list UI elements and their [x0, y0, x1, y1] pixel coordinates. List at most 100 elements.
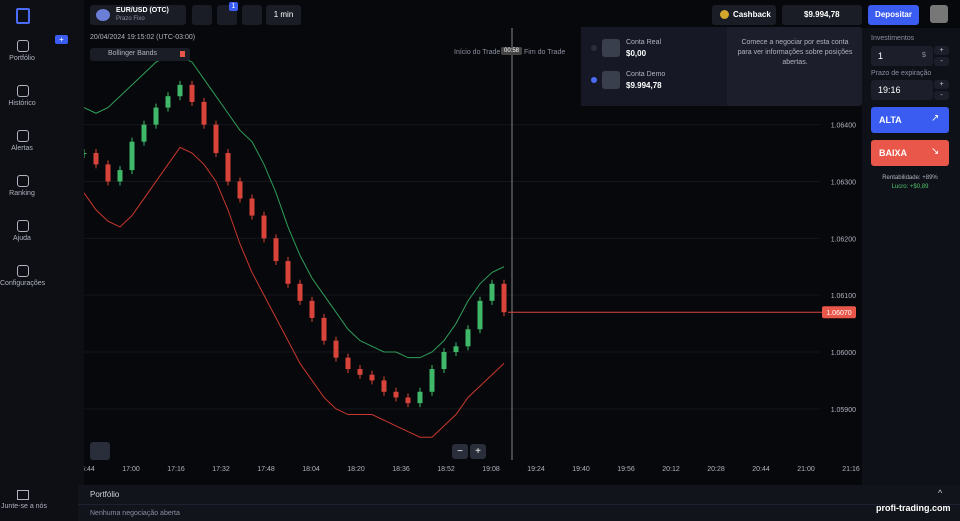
candle — [213, 124, 219, 154]
decrease-time[interactable]: - — [934, 91, 949, 100]
candle — [261, 215, 267, 239]
timeframe[interactable]: 1 min — [266, 5, 301, 25]
increase[interactable]: + — [934, 46, 949, 55]
investment-input[interactable]: 1 $ — [871, 46, 933, 66]
y-tick-label: 1.06300 — [831, 179, 856, 186]
candle — [201, 101, 207, 125]
coin — [720, 10, 729, 19]
flag — [96, 9, 110, 21]
candle — [93, 153, 99, 165]
increase-time[interactable]: + — [934, 80, 949, 89]
down-button[interactable]: BAIXA ↘ — [871, 140, 949, 166]
cashback-label: Cashback — [733, 10, 771, 19]
x-tick-label: 21:00 — [797, 466, 815, 473]
x-tick-label: 20:44 — [752, 466, 770, 473]
candle — [225, 153, 231, 182]
decrease[interactable]: - — [934, 57, 949, 66]
candle — [177, 84, 183, 97]
indicator-chip[interactable]: Bollinger Bands — [90, 48, 190, 61]
balance[interactable]: $9.994,78 — [782, 5, 862, 25]
up-icon: ↗ — [931, 113, 940, 124]
radio[interactable] — [591, 45, 597, 51]
up-button[interactable]: ALTA ↗ — [871, 107, 949, 133]
nav-item[interactable]: Alertas — [11, 145, 33, 152]
up-label: ALTA — [879, 115, 902, 125]
upper-band — [83, 55, 505, 359]
add-button[interactable]: + — [55, 35, 68, 44]
account-balance: $9.994,78 — [626, 81, 662, 90]
price-label: 1.06070 — [826, 310, 851, 317]
account-balance: $0,00 — [626, 49, 647, 58]
zoom-out[interactable]: − — [452, 444, 468, 459]
delete[interactable] — [180, 51, 185, 57]
x-tick-label: 17:32 — [212, 466, 230, 473]
radio[interactable] — [591, 77, 597, 83]
x-tick-label: 19:56 — [617, 466, 635, 473]
nav-item[interactable]: Portfólio — [9, 55, 35, 62]
down-label: BAIXA — [879, 148, 908, 158]
nav-icon — [17, 85, 29, 97]
balance-value: $9.994,78 — [804, 10, 840, 19]
avatar[interactable] — [930, 5, 948, 23]
portfolio-title[interactable]: Portfólio — [90, 490, 120, 499]
candle — [153, 107, 159, 125]
settings[interactable] — [90, 442, 110, 460]
nav-item[interactable]: Configurações — [0, 280, 46, 287]
x-tick-label: 18:52 — [437, 466, 455, 473]
drawings[interactable] — [242, 5, 262, 25]
profit: Lucro: +$0,89 — [891, 184, 929, 190]
candle — [297, 283, 303, 301]
collapse[interactable]: ^ — [938, 488, 943, 498]
candle — [189, 84, 195, 102]
nav-item[interactable]: Ajuda — [13, 235, 31, 242]
candle — [345, 357, 351, 370]
portfolio-empty: Nenhuma negociação aberta — [90, 510, 180, 517]
expiry: 19:16 — [878, 85, 901, 95]
x-tick-label: 17:48 — [257, 466, 275, 473]
candle — [393, 391, 399, 398]
candle — [117, 170, 123, 182]
account-name[interactable]: Conta Demo — [626, 71, 666, 78]
timer: 00:58 — [501, 47, 523, 55]
nav-icon — [17, 130, 29, 142]
candle — [357, 369, 363, 375]
x-tick-label: 17:00 — [122, 466, 140, 473]
deposit[interactable]: Depositar — [868, 5, 919, 25]
zoom-in[interactable]: + — [470, 444, 486, 459]
candle — [321, 317, 327, 341]
y-tick-label: 1.06200 — [831, 236, 856, 243]
price-tag — [822, 306, 856, 319]
indicator: Bollinger Bands — [108, 50, 158, 57]
nav-item[interactable]: Histórico — [8, 100, 36, 107]
divider — [78, 0, 84, 521]
pair-selector[interactable]: EUR/USD (OTC) Prazo Fixo — [90, 5, 186, 25]
x-tick-label: 19:40 — [572, 466, 590, 473]
candle — [285, 261, 291, 284]
candle — [165, 96, 171, 108]
chart-type[interactable] — [192, 5, 212, 25]
candle — [333, 340, 339, 358]
join[interactable]: Junte-se a nós — [1, 503, 47, 510]
x-tick-label: 20:12 — [662, 466, 680, 473]
x-tick-label: 20:28 — [707, 466, 725, 473]
nav-item[interactable]: Ranking — [9, 190, 35, 197]
cashback[interactable]: Cashback — [712, 5, 776, 25]
expiry-input[interactable]: 19:16 — [871, 80, 933, 100]
candle — [105, 164, 111, 182]
account-name[interactable]: Conta Real — [626, 39, 662, 46]
x-tick-label: 19:24 — [527, 466, 545, 473]
currency: $ — [922, 52, 926, 59]
payout: Rentabilidade: +89% — [882, 175, 938, 181]
candle — [273, 238, 279, 262]
x-tick-label: 16:44 — [77, 466, 95, 473]
x-tick-label: 18:04 — [302, 466, 320, 473]
trade-end: Fim do Trade — [524, 49, 566, 56]
lower-band — [83, 146, 505, 438]
investment-label: Investimentos — [871, 35, 915, 42]
candle — [453, 346, 459, 352]
x-tick-label: 18:36 — [392, 466, 410, 473]
account-hint: Comece a negociar por esta conta para ve… — [737, 39, 853, 66]
candle — [465, 329, 471, 347]
candle — [369, 374, 375, 381]
